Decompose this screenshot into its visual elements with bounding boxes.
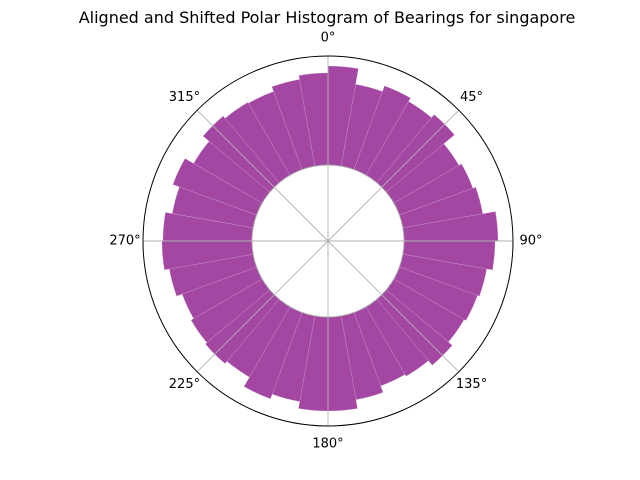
tick-label-225: 225° [169, 377, 200, 392]
grid-spoke-225 [196, 240, 329, 373]
grid-spoke-315 [196, 109, 329, 242]
grid-spoke-45 [327, 109, 460, 242]
tick-label-45: 45° [460, 90, 483, 105]
angular-tick-labels: 0° 45° 90° 135° 180° 225° 270° 315° [109, 31, 542, 452]
tick-label-135: 135° [456, 377, 487, 392]
grid-spoke-135 [327, 240, 460, 373]
tick-label-0: 0° [321, 31, 336, 46]
polar-outer-border [142, 55, 514, 427]
tick-label-315: 315° [169, 90, 200, 105]
tick-label-90: 90° [519, 234, 542, 249]
chart-title: Aligned and Shifted Polar Histogram of B… [79, 8, 576, 27]
bars-group [161, 65, 499, 412]
grid-group [143, 56, 513, 426]
grid-inner-circle [251, 164, 405, 318]
tick-label-270: 270° [109, 234, 140, 249]
tick-label-180: 180° [312, 437, 343, 452]
